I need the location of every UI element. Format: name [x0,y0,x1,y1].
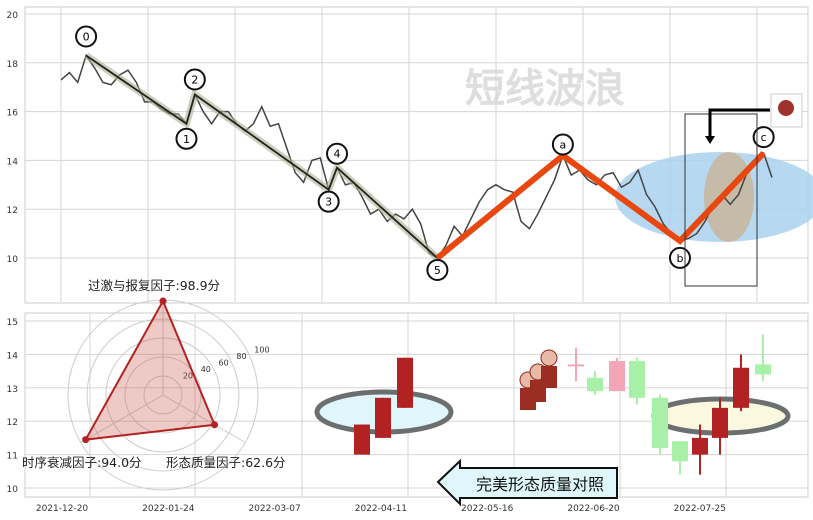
wave-label-1: 1 [183,133,190,146]
plot-frame [24,312,809,498]
highlight-ellipse-inner [704,152,754,242]
plot-frame [24,6,809,304]
wave-label-circle [317,190,340,213]
wave-label-circle [326,142,349,165]
wave-label-circle [551,133,574,156]
x-tick-label: 2022-05-16 [461,504,514,514]
figure-head [540,349,558,367]
y-tick-label: 10 [7,255,19,265]
y-tick-label: 14 [7,157,19,167]
wave-label-3: 3 [325,196,332,209]
figure-icon [778,100,794,116]
y-tick-label: 11 [7,452,18,462]
callout-text: 完美形态质量对照 [476,475,604,494]
correction-wave-line [435,151,766,261]
y-tick-label: 14 [7,351,19,361]
radar-ring-label: 20 [183,372,193,381]
radar-point [211,421,219,429]
x-tick-label: 2021-12-20 [36,504,89,514]
candle-body [375,397,391,438]
candle-body [629,361,645,398]
y-tick-label: 10 [7,485,19,495]
impulse-wave-shadow [84,52,440,261]
wave-label-2: 2 [191,74,198,87]
radar-axis-label: 形态质量因子:62.6分 [166,455,286,470]
candle-body [733,367,749,408]
candle-body [568,364,584,367]
pointer-arrowhead [705,136,715,144]
candle-body [587,377,603,392]
candle-body [712,407,728,438]
bottom-panel: 10 11 12 13 14 15 2021-12-20 2022-01-24 2022-03-… [7,312,809,514]
candle-body [609,361,625,392]
wave-label-5: 5 [434,264,441,277]
wave-label-0: 0 [83,30,90,43]
candle-body [354,424,370,455]
impulse-wave-line [85,54,439,259]
candle-body [692,437,708,455]
radar-axis-label: 时序衰减因子:94.0分 [22,455,142,470]
radar-ring-label: 100 [254,346,269,355]
selection-box [684,113,758,287]
figure-body [541,366,557,388]
wave-label-4: 4 [334,148,341,161]
y-tick-label: 12 [7,206,18,216]
wave-label-a: a [560,139,567,152]
candle-body [397,357,413,408]
candle-body [672,441,688,462]
watermark-text: 短线波浪 [465,66,625,112]
x-tick-label: 2022-07-25 [674,504,726,514]
wave-label-circle [175,127,198,150]
x-tick-label: 2022-03-07 [248,504,300,514]
candle-body [755,364,771,375]
radar-ring-label: 80 [236,352,246,361]
candle-body [652,397,668,448]
wave-label-circle [752,126,775,149]
y-tick-label: 20 [7,11,19,21]
y-tick-label: 15 [7,318,18,328]
radar-axis [80,394,164,443]
x-tick-label: 2022-04-11 [355,504,407,514]
y-tick-label: 16 [7,109,19,119]
wave-label-b: b [676,252,683,265]
y-tick-label: 13 [7,385,18,395]
wave-label-circle [426,259,449,281]
wave-label-circle [75,25,98,48]
radar-ring-label: 40 [201,365,211,374]
y-tick-label: 18 [7,60,19,70]
radar-ring-label: 60 [219,359,229,368]
radar-axis-label: 过激与报复因子:98.9分 [88,278,220,293]
x-tick-label: 2022-06-20 [567,504,620,514]
wave-label-c: c [761,131,767,144]
pointer-arrow [708,108,770,138]
x-tick-label: 2022-01-24 [142,504,195,514]
wave-label-circle [183,68,206,91]
callout-arrow: 完美形态质量对照 [436,458,618,507]
radar-area [83,298,216,441]
radar-point [159,297,167,305]
y-tick-label: 12 [7,418,18,428]
radar-axis [162,394,246,443]
radar-point [82,436,90,444]
